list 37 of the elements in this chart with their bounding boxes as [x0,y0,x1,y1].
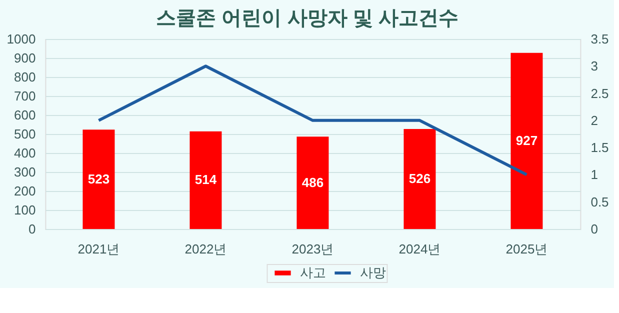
y2-tick-label: 3 [590,58,598,74]
y-tick-label: 300 [14,164,36,180]
data-label: 927 [516,132,538,148]
y-tick-label: 900 [14,50,36,66]
y-tick-label: 700 [14,88,36,104]
y2-tick-label: 0 [590,222,598,236]
y-tick-label: 200 [14,184,36,198]
bar [510,52,543,229]
x-tick-label: 2023년 [292,242,334,256]
y2-tick-label: 0.5 [590,194,609,210]
y-tick-label: 800 [14,70,36,84]
y2-tick-label: 1 [590,167,598,182]
bar [82,130,115,229]
data-label: 514 [194,172,218,188]
y2-tick-label: 2.5 [590,86,609,101]
chart-title: 스쿨존 어린이 사망자 및 사고건수 [156,8,458,30]
y2-tick-label: 3.5 [590,32,609,46]
x-tick-label: 2021년 [78,242,120,256]
legend-label: 사망 [360,265,386,280]
y-tick-label: 0 [28,222,36,236]
legend-label: 사고 [300,265,326,280]
data-label: 526 [408,171,431,186]
x-tick-label: 2025년 [506,242,548,256]
bar [296,136,329,229]
data-label: 523 [88,171,110,186]
bar [190,131,222,229]
y2-tick-label: 1.5 [590,140,609,156]
y-tick-label: 600 [14,108,36,122]
y-tick-label: 100 [14,202,36,218]
y-tick-label: 1000 [6,32,36,46]
data-label: 486 [302,174,324,190]
y-tick-label: 400 [14,146,36,160]
y2-tick-label: 2 [590,112,598,128]
x-tick-label: 2022년 [184,242,227,256]
x-tick-label: 2024년 [398,242,441,256]
y-tick-label: 500 [14,126,36,142]
bar [404,129,436,229]
